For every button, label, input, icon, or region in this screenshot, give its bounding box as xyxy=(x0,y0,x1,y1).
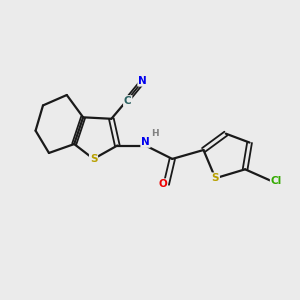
Text: H: H xyxy=(151,129,158,138)
Text: C: C xyxy=(124,96,131,106)
Text: S: S xyxy=(90,154,97,164)
Text: O: O xyxy=(158,179,167,189)
Text: S: S xyxy=(212,173,219,183)
Text: N: N xyxy=(138,76,147,86)
Text: Cl: Cl xyxy=(271,176,282,186)
Text: N: N xyxy=(141,137,150,147)
